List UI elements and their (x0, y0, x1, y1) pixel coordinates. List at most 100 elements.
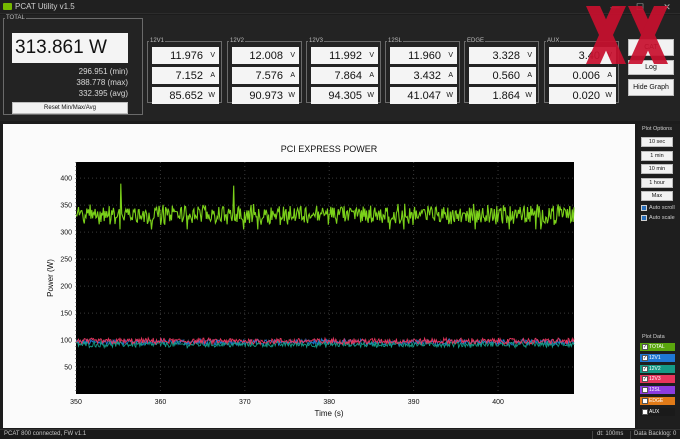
x-tick-label: 400 (492, 399, 504, 406)
channel-volts-readout: 11.960 V (390, 47, 457, 64)
volts-value: 11.960 (408, 50, 441, 62)
channel-amps-readout: 0.560 A (469, 67, 536, 84)
channel-amps-readout: 0.006 A (549, 67, 616, 84)
y-tick-label: 150 (60, 311, 72, 318)
amps-value: 7.864 (334, 70, 362, 82)
range-button-1-min[interactable]: 1 min (641, 150, 673, 161)
legend-item-aux[interactable]: AUX (640, 407, 675, 416)
y-tick-label: 50 (64, 365, 72, 372)
reset-min-max-avg-button[interactable]: Reset Min/Max/Avg (12, 102, 128, 114)
legend-item-edge[interactable]: EDGE (640, 397, 675, 405)
volts-unit: V (607, 52, 612, 59)
volts-value: 11.992 (329, 50, 362, 62)
readings-panel: TOTAL 313.861 W 296.951 (min) 388.778 (m… (0, 15, 680, 121)
range-button-10-min[interactable]: 10 min (641, 164, 673, 174)
plot-options-title: Plot Options (642, 126, 672, 132)
checkbox-checked-icon: ✓ (642, 365, 648, 372)
legend-label: 12V3 (649, 376, 661, 383)
volts-value: 3.328 (492, 50, 520, 62)
channel-watts-readout: 94.305 W (311, 87, 378, 104)
y-tick-label: 250 (60, 257, 72, 264)
minimize-button[interactable]: — (610, 2, 620, 12)
amps-unit: A (448, 72, 453, 79)
maximize-button[interactable]: ☐ (635, 2, 645, 12)
channel-volts-readout: 12.008 V (232, 47, 299, 64)
auto-scale-checkbox[interactable]: Auto scale (641, 214, 675, 222)
volts-unit: V (290, 52, 295, 59)
watts-unit: W (208, 92, 215, 99)
legend-item-12sl[interactable]: 12SL (640, 386, 675, 395)
x-tick-label: 380 (323, 399, 335, 406)
channel-watts-readout: 41.047 W (390, 87, 457, 104)
legend-item-12v3[interactable]: ✓ 12V3 (640, 375, 675, 384)
watts-value: 1.864 (492, 90, 520, 102)
legend-label: AUX (649, 408, 660, 415)
amps-value: 7.576 (255, 70, 283, 82)
auto-scroll-checkbox[interactable]: Auto scroll (641, 204, 675, 212)
total-power-display: 313.861 W (12, 33, 128, 63)
channel-watts-readout: 90.973 W (232, 87, 299, 104)
channel-name: 12SL (388, 38, 403, 44)
channel-name: 12V2 (230, 38, 245, 44)
y-axis-label: Power (W) (46, 259, 55, 297)
connection-status: PCAT 800 connected, FW v1.1 (4, 431, 87, 437)
total-group: TOTAL 313.861 W 296.951 (min) 388.778 (m… (3, 15, 143, 115)
graph-panel: PCI EXPRESS POWER 350 360 370 380 390 400 50 10… (3, 124, 635, 428)
channel-group-12v2: 12V2 12.008 V 7.576 A 90.973 W (227, 38, 302, 104)
total-min: 296.951 (min) (78, 67, 128, 76)
series-line-total (75, 183, 575, 230)
y-tick-label: 100 (60, 338, 72, 345)
channel-group-12sl: 12SL 11.960 V 3.432 A 41.047 W (385, 38, 460, 104)
amps-value: 3.432 (413, 70, 441, 82)
range-button-10-sec[interactable]: 10 sec (641, 137, 673, 147)
channel-amps-readout: 7.576 A (232, 67, 299, 84)
volts-value: 3.40 (578, 50, 600, 62)
plot-data-title: Plot Data (642, 334, 665, 340)
legend-item-12v1[interactable]: ✓ 12V1 (640, 353, 675, 362)
checkbox-checked-icon (641, 204, 647, 211)
channel-group-12v3: 12V3 11.992 V 7.864 A 94.305 W (306, 38, 381, 104)
volts-unit: V (369, 52, 374, 59)
checkbox-checked-icon: ✓ (642, 376, 648, 383)
volts-value: 11.976 (170, 50, 203, 62)
series-line-12v2 (75, 339, 575, 350)
series-lines (75, 183, 575, 350)
legend-label: 12SL (649, 387, 661, 394)
close-button[interactable]: ✕ (663, 2, 671, 12)
legend-label: EDGE (649, 398, 664, 404)
checkbox-empty-icon (642, 408, 648, 415)
window-title: PCAT Utility v1.5 (15, 2, 75, 11)
channel-amps-readout: 3.432 A (390, 67, 457, 84)
title-bar: PCAT Utility v1.5 — ☐ ✕ (0, 0, 680, 14)
watts-unit: W (525, 92, 532, 99)
log-button[interactable]: Log (628, 60, 674, 75)
watts-unit: W (446, 92, 453, 99)
channel-watts-readout: 0.020 W (549, 87, 616, 104)
legend-item-12v2[interactable]: ✓ 12V2 (640, 364, 675, 373)
legend-label: TOTAL (649, 344, 665, 350)
amps-value: 7.152 (175, 70, 203, 82)
amps-value: 0.560 (492, 70, 520, 82)
watts-unit: W (288, 92, 295, 99)
amps-unit: A (527, 72, 532, 79)
volts-unit: V (210, 52, 215, 59)
range-button-max[interactable]: Max (641, 191, 673, 201)
range-button-1-hour[interactable]: 1 hour (641, 177, 673, 188)
checkbox-empty-icon (642, 387, 648, 394)
checkbox-checked-icon (641, 214, 647, 221)
hide-graph-button[interactable]: Hide Graph (628, 79, 674, 96)
amps-value: 0.006 (572, 70, 600, 82)
channel-name: 12V1 (150, 38, 165, 44)
volts-unit: V (527, 52, 532, 59)
checkbox-checked-icon: ✓ (642, 354, 648, 361)
plot-options-panel: Plot Options 10 sec 1 min 10 min 1 hour Max … (638, 124, 680, 428)
start-cat-button[interactable]: CAT (628, 39, 674, 56)
y-tick-label: 350 (60, 203, 72, 210)
data-backlog: Data Backlog: 0 (634, 431, 677, 437)
channel-name: EDGE (467, 38, 485, 44)
legend-item-total[interactable]: ✓ TOTAL (640, 343, 675, 351)
x-tick-label: 370 (239, 399, 251, 406)
channel-volts-readout: 3.328 V (469, 47, 536, 64)
channel-watts-readout: 1.864 W (469, 87, 536, 104)
